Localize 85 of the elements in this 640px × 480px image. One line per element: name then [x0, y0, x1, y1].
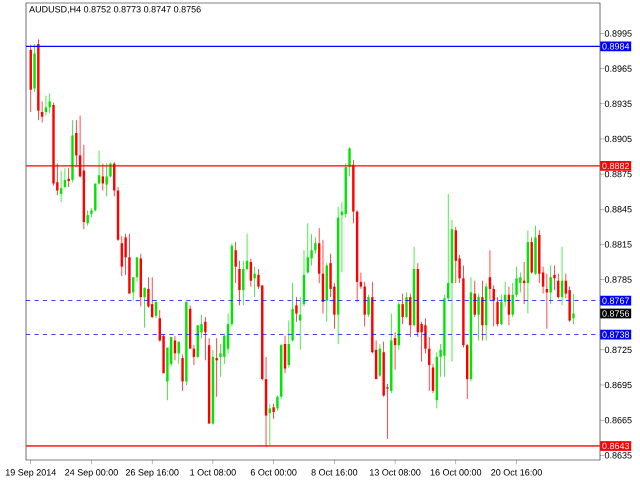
- candlestick: [143, 287, 146, 328]
- candlestick: [98, 150, 100, 185]
- y-tick-label: 0.8995: [604, 30, 632, 37]
- candlestick: [246, 233, 248, 271]
- candlestick: [401, 293, 404, 324]
- candlestick: [474, 280, 476, 318]
- candlestick: [64, 168, 66, 188]
- candlestick: [132, 276, 134, 301]
- y-tick-label: 0.8635: [604, 452, 632, 458]
- candlestick: [424, 318, 427, 354]
- candlestick: [174, 335, 176, 361]
- x-tick-label: 1 Oct 08:00: [190, 469, 236, 476]
- candlestick: [492, 285, 495, 327]
- candlestick: [178, 341, 180, 364]
- candlestick: [549, 265, 552, 305]
- candlestick: [295, 296, 298, 322]
- y-tick-label: 0.8935: [604, 100, 632, 107]
- candlestick: [546, 273, 548, 330]
- y-tick-label: 0.8965: [604, 65, 632, 72]
- y-tick-label: 0.8815: [604, 241, 632, 248]
- x-tick-label: 26 Sep 16:00: [126, 469, 179, 478]
- y-tick-label: 0.8695: [604, 382, 632, 388]
- candlestick: [204, 316, 207, 361]
- candlestick: [557, 273, 560, 299]
- x-tick-label: 13 Oct 08:00: [370, 469, 420, 476]
- candlestick: [181, 354, 184, 392]
- candlestick: [500, 294, 503, 326]
- candlestick: [120, 236, 124, 276]
- x-tick-label: 8 Oct 16:00: [311, 469, 358, 476]
- x-tick-label: 24 Sep 00:00: [65, 469, 118, 478]
- candlestick: [522, 262, 526, 305]
- candlestick: [86, 210, 89, 226]
- candlestick: [306, 222, 310, 274]
- ref-line-label: 0.8738: [602, 331, 630, 338]
- candlestick: [519, 272, 522, 293]
- chart-title: AUDUSD,H4 0.8752 0.8773 0.8747 0.8756: [29, 6, 201, 14]
- y-tick-label: 0.8665: [604, 416, 632, 424]
- candlestick: [488, 250, 492, 301]
- candlestick: [508, 286, 510, 326]
- candlestick: [272, 403, 275, 420]
- candlestick: [405, 292, 408, 319]
- candlestick: [48, 92, 51, 114]
- x-tick-label: 19 Sep 2014: [6, 469, 56, 478]
- ref-line-label: 0.8984: [602, 43, 630, 50]
- candlestick: [496, 296, 499, 327]
- candlestick: [40, 101, 44, 123]
- candlestick: [572, 293, 575, 324]
- candlestick: [298, 296, 302, 350]
- candlestick: [477, 293, 480, 341]
- x-tick-label: 6 Oct 00:00: [250, 469, 297, 476]
- candlestick: [560, 246, 564, 306]
- y-tick-label: 0.8875: [604, 170, 632, 178]
- candlestick: [215, 338, 218, 398]
- candlestick: [428, 336, 430, 392]
- candlestick: [253, 266, 256, 298]
- y-tick-label: 0.8845: [604, 206, 632, 212]
- x-tick-label: 16 Oct 00:00: [430, 469, 482, 476]
- candlestick: [44, 95, 48, 116]
- candlestick: [504, 282, 506, 307]
- candlestick: [150, 276, 154, 319]
- y-tick-label: 0.8905: [604, 136, 632, 142]
- candlestick: [192, 344, 196, 366]
- ref-line-label: 0.8882: [602, 162, 630, 170]
- candlestick: [124, 233, 127, 276]
- candlestick: [360, 272, 362, 290]
- candlestick: [268, 403, 272, 446]
- candlestick: [105, 163, 108, 197]
- x-tick-label: 20 Oct 16:00: [491, 469, 542, 476]
- candlestick: [109, 162, 112, 178]
- candlestick: [234, 242, 237, 284]
- y-tick-label: 0.8725: [604, 346, 632, 354]
- candlestick: [446, 194, 450, 301]
- candlestick: [276, 395, 279, 412]
- y-tick-label: 0.8785: [604, 276, 632, 283]
- candlestick: [250, 258, 252, 287]
- ref-line-label: 0.8767: [602, 297, 630, 304]
- ref-line-label: 0.8643: [602, 442, 630, 450]
- candlestick: [60, 170, 62, 203]
- text: 0.8756: [602, 310, 630, 317]
- candlestick: [512, 282, 514, 318]
- candlestick: [242, 260, 244, 306]
- candlestick: [394, 332, 396, 370]
- candlestick: [314, 237, 317, 254]
- candlestick: [288, 320, 290, 368]
- candlestick: [348, 146, 351, 177]
